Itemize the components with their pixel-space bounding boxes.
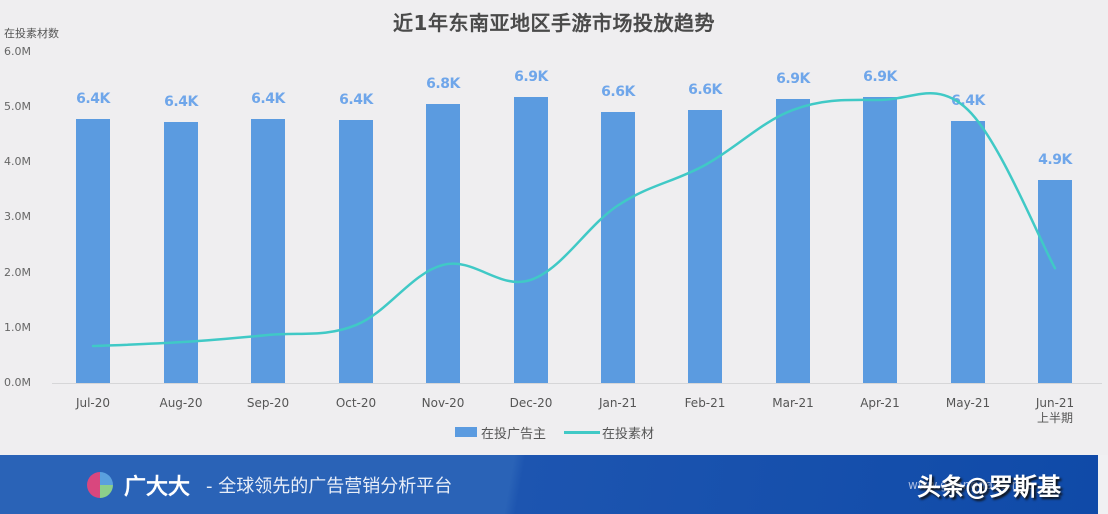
x-tick-label: Sep-20	[246, 396, 290, 410]
legend-bar-swatch	[455, 427, 477, 437]
bar	[339, 120, 373, 383]
y-tick: 5.0M	[4, 100, 31, 113]
x-tick-label: Jul-20	[75, 396, 111, 410]
x-axis-line	[52, 383, 1102, 384]
bar	[863, 97, 897, 383]
bar	[164, 122, 198, 383]
x-tick-label: Apr-21	[860, 396, 900, 410]
chart-title: 近1年东南亚地区手游市场投放趋势	[393, 11, 715, 35]
bar-data-label: 6.6K	[601, 84, 635, 101]
bar	[514, 97, 548, 383]
bar	[951, 120, 985, 383]
bar-data-label: 6.4K	[251, 91, 285, 108]
x-tick-label: Nov-20	[421, 396, 465, 410]
bar	[426, 103, 460, 383]
line-series	[91, 92, 1057, 348]
bar-data-label: 6.4K	[339, 92, 373, 109]
x-tick-label: Jan-21	[598, 396, 638, 410]
y-tick: 1.0M	[4, 321, 31, 334]
x-tick-label: Dec-20	[509, 396, 553, 410]
bar-data-label: 6.9K	[863, 69, 897, 86]
bar-data-label: 6.9K	[514, 69, 548, 86]
legend: 在投广告主 在投素材	[455, 423, 655, 442]
y-tick: 0.0M	[4, 376, 31, 389]
bar	[251, 119, 285, 383]
y-tick: 6.0M	[4, 45, 31, 58]
x-tick-label: Mar-21	[772, 396, 814, 410]
footer-banner: 广大大 - 全球领先的广告营销分析平台 www.guangdada.net 头条…	[0, 455, 1108, 514]
y-tick: 2.0M	[4, 266, 31, 279]
legend-bar-label: 在投广告主	[481, 426, 547, 442]
x-tick-label: Feb-21	[684, 396, 726, 410]
bar-data-label: 6.8K	[426, 75, 460, 92]
bar	[1038, 179, 1072, 383]
bar-data-label: 6.4K	[164, 94, 198, 111]
bar	[776, 98, 810, 383]
x-tick-label: Aug-20	[159, 396, 203, 410]
x-tick-sublabel: 上半期	[1036, 411, 1073, 425]
bar-data-label: 6.9K	[776, 70, 810, 87]
bar	[688, 109, 722, 383]
bar-data-label: 6.4K	[76, 91, 110, 108]
y-tick: 4.0M	[4, 155, 31, 168]
x-tick-label: Jun-21 上半期	[1010, 396, 1100, 426]
brand-name: 广大大	[124, 475, 191, 500]
y-axis-title: 在投素材数	[4, 27, 59, 40]
legend-line-label: 在投素材	[602, 426, 655, 442]
author-watermark: 头条@罗斯基	[917, 473, 1061, 501]
bar	[76, 119, 110, 383]
bar-data-label: 4.9K	[1038, 151, 1072, 168]
chart-area: 近1年东南亚地区手游市场投放趋势 在投素材数 6.0M 5.0M 4.0M 3.…	[4, 11, 1102, 442]
legend-line-swatch	[564, 430, 601, 434]
bar-data-label: 6.6K	[688, 81, 722, 98]
bar-data-label: 6.4K	[951, 92, 985, 109]
footer-edge	[1098, 455, 1108, 514]
brand-logo-icon	[87, 472, 113, 498]
x-tick-label: Oct-20	[335, 396, 377, 410]
site-watermark: www.guangdada.net	[908, 478, 1032, 492]
y-tick: 3.0M	[4, 210, 31, 223]
x-tick-label: May-21	[945, 396, 991, 410]
brand-slogan: - 全球领先的广告营销分析平台	[206, 476, 453, 497]
bar	[601, 112, 635, 383]
